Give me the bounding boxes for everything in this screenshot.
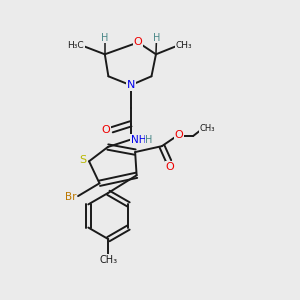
Text: CH₃: CH₃: [199, 124, 215, 133]
Text: H: H: [153, 33, 160, 43]
Text: O: O: [166, 162, 175, 172]
Text: O: O: [175, 130, 184, 140]
Text: H₃C: H₃C: [68, 40, 84, 50]
Text: H: H: [146, 135, 153, 145]
Text: H: H: [101, 33, 109, 43]
Text: NH: NH: [131, 135, 146, 145]
Text: CH₃: CH₃: [99, 255, 118, 265]
Text: S: S: [79, 155, 86, 165]
Text: Br: Br: [65, 192, 76, 202]
Text: N: N: [127, 80, 135, 90]
Text: O: O: [134, 38, 142, 47]
Text: CH₃: CH₃: [176, 40, 193, 50]
Text: O: O: [102, 125, 110, 135]
